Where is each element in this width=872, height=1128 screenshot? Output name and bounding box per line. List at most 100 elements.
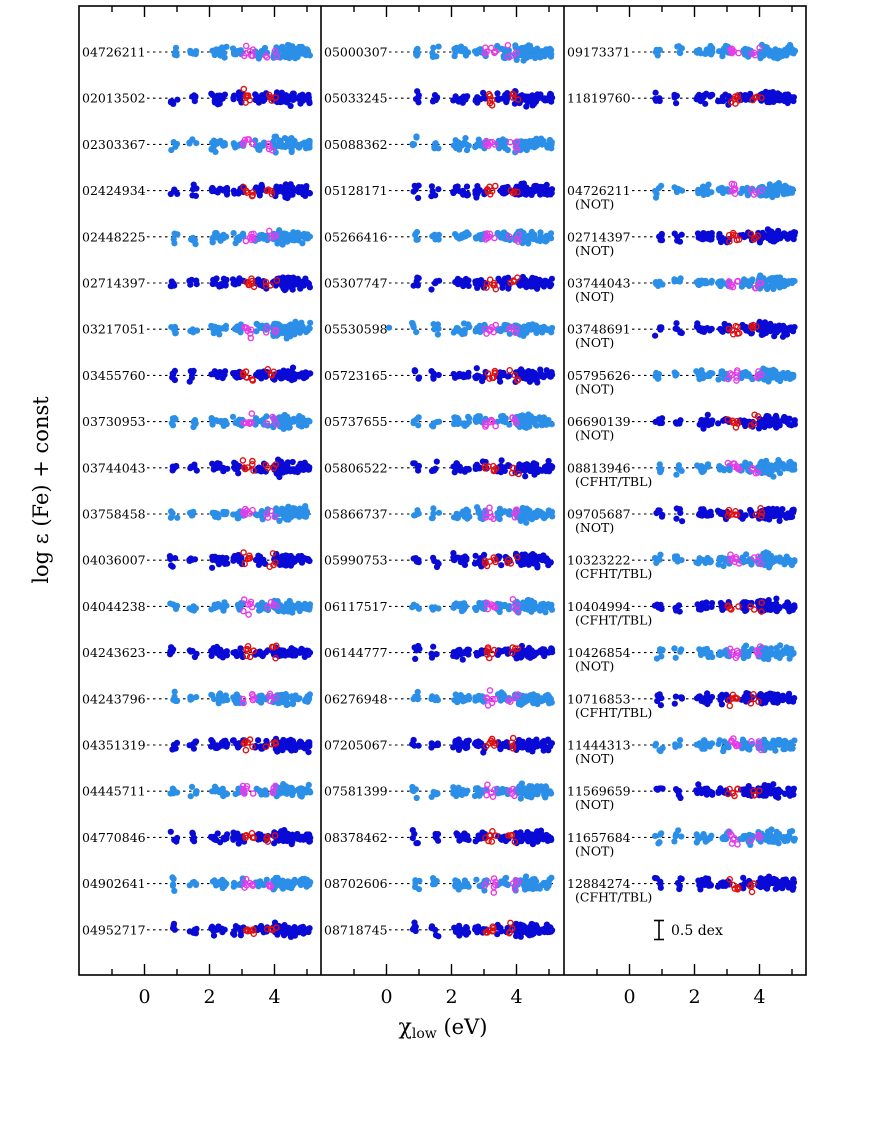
fe1-point [259,94,266,101]
fe1-point [537,232,544,239]
fe1-point [255,552,262,559]
fe2-point [271,739,279,746]
fe1-point [451,45,458,53]
fe1-point [524,323,532,330]
label-background [81,874,145,892]
fe1-point [457,188,464,195]
fe1-point [234,510,241,517]
fe2-point [240,596,248,603]
fe1-point [500,647,507,655]
fe1-point [450,649,457,656]
fe1-point [474,99,481,106]
fe1-point [281,514,288,521]
fe1-point [516,788,523,796]
fe1-point [518,698,525,705]
fe1-point [528,832,535,839]
fe1-point [304,605,311,613]
star-label: 02013502 [82,91,146,106]
fe1-point [302,373,309,380]
fe1-point [258,468,265,475]
fe1-point [415,642,422,650]
fe1-point [230,694,237,701]
fe1-point [209,738,216,746]
fe1-point [256,189,263,196]
fe1-point [413,329,420,336]
fe1-point [548,699,555,706]
fe1-point [515,653,522,660]
star-label: 05128171 [324,183,388,198]
fe1-point [171,230,178,237]
fe1-point [280,232,287,239]
fe1-point [515,739,522,746]
star-label: 02714397 [82,276,146,291]
fe2-point [273,277,281,284]
fe1-point [452,742,459,749]
x-tick-label: 4 [268,986,280,1008]
label-background [81,366,145,384]
fe1-point [458,791,465,799]
fe1-point [432,932,440,939]
fe1-point [209,421,216,428]
fe1-point [431,231,438,238]
fe1-point [531,96,538,103]
fe1-point [530,419,537,426]
star-label: 05806522 [324,460,388,475]
fe1-point [300,648,307,655]
fe1-point [291,878,298,885]
star-row: 03217051 [81,318,314,342]
fe1-point [295,926,302,933]
fe1-point [529,925,536,932]
fe1-point [279,692,286,700]
fe1-point [386,324,393,331]
fe1-point [432,926,439,934]
fe2-point [263,510,270,518]
star-label: 08702606 [324,876,388,891]
fe1-point [295,463,302,470]
fe1-point [463,183,471,190]
fe1-point [411,919,418,926]
fe1-point [461,330,468,337]
label-background [81,505,145,522]
star-label: 05266416 [324,229,388,244]
fe1-point [411,368,418,375]
fe1-point [541,925,549,932]
fe1-point [288,322,295,329]
fe1-point [451,53,458,60]
fe1-point [304,279,311,286]
fe1-point [172,605,180,613]
fe1-point [541,653,548,660]
fe1-point [236,740,243,747]
fe1-point [217,789,225,796]
label-background [81,89,145,107]
fe1-point [278,785,286,792]
fe1-point [223,791,230,798]
star-row: 04036007 [81,549,313,571]
fe1-point [257,651,264,658]
fe1-point [301,742,308,749]
fe1-point [532,55,539,62]
fe1-point [294,695,301,702]
fe2-point [239,457,247,464]
fe1-point [232,51,239,58]
fe1-point [173,836,180,843]
fe2-point [268,97,275,104]
fe2-point [246,330,254,337]
fe1-point [306,190,313,197]
fe1-point [172,48,179,55]
fe1-point [280,367,287,374]
fe1-point [413,96,420,103]
fe1-point [466,513,473,520]
fe1-point [300,230,308,237]
fe1-point [476,187,483,194]
fe1-point [305,466,313,473]
fe1-point [463,741,471,748]
fe1-point [169,785,176,792]
fe1-point [411,603,419,610]
fe2-point [240,549,247,556]
fe1-point [502,418,509,425]
fe1-point [281,135,288,142]
fe1-point [255,99,262,106]
fe1-point [235,89,243,96]
fe1-point [172,464,179,471]
fe1-point [276,517,283,525]
